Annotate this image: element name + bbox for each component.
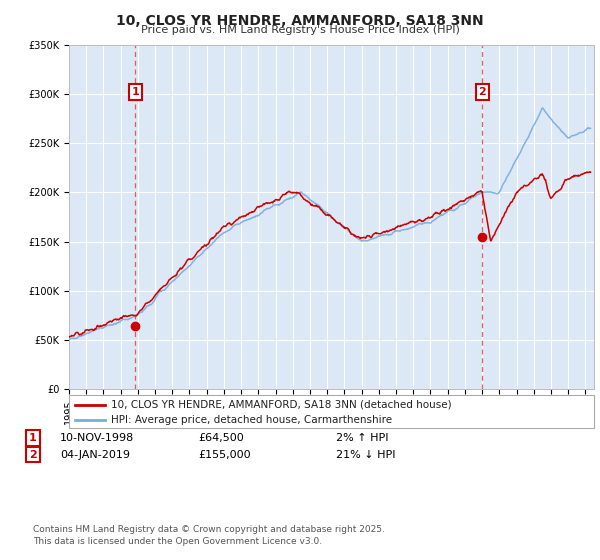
Text: 1: 1: [29, 433, 37, 443]
Text: £64,500: £64,500: [198, 433, 244, 443]
Text: 10-NOV-1998: 10-NOV-1998: [60, 433, 134, 443]
Text: 10, CLOS YR HENDRE, AMMANFORD, SA18 3NN (detached house): 10, CLOS YR HENDRE, AMMANFORD, SA18 3NN …: [111, 400, 452, 410]
Text: 1: 1: [131, 87, 139, 97]
Text: £155,000: £155,000: [198, 450, 251, 460]
Text: 2% ↑ HPI: 2% ↑ HPI: [336, 433, 389, 443]
Text: 04-JAN-2019: 04-JAN-2019: [60, 450, 130, 460]
Text: 2: 2: [29, 450, 37, 460]
Text: 10, CLOS YR HENDRE, AMMANFORD, SA18 3NN: 10, CLOS YR HENDRE, AMMANFORD, SA18 3NN: [116, 14, 484, 28]
Text: 21% ↓ HPI: 21% ↓ HPI: [336, 450, 395, 460]
Text: HPI: Average price, detached house, Carmarthenshire: HPI: Average price, detached house, Carm…: [111, 415, 392, 425]
Text: Price paid vs. HM Land Registry's House Price Index (HPI): Price paid vs. HM Land Registry's House …: [140, 25, 460, 35]
Text: Contains HM Land Registry data © Crown copyright and database right 2025.
This d: Contains HM Land Registry data © Crown c…: [33, 525, 385, 546]
Text: 2: 2: [478, 87, 486, 97]
